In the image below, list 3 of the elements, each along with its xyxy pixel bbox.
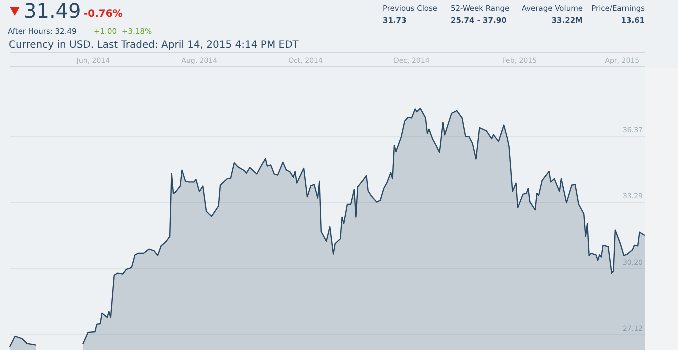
text: 31.49 bbox=[24, 0, 82, 23]
text: Currency in USD. Last Traded: April 14, 2015 4:14 PM EDT bbox=[9, 40, 300, 51]
text: -0.76% bbox=[84, 9, 123, 20]
